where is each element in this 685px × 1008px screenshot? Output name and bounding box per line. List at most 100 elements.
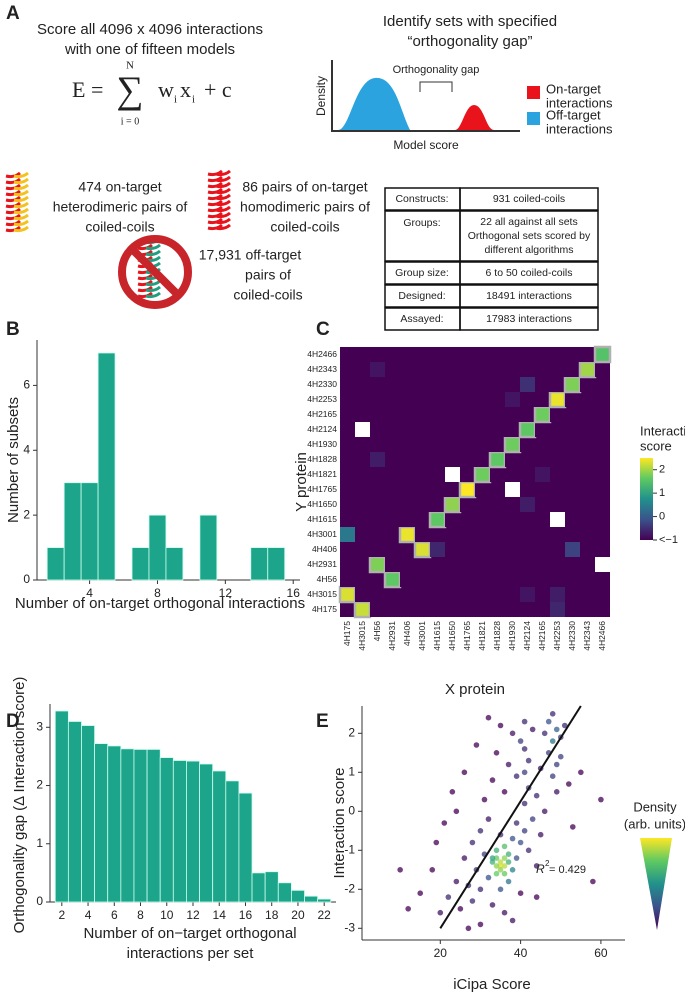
point (513, 773, 520, 779)
heatmap-cell (550, 377, 565, 392)
equation: + c (204, 77, 232, 102)
heatmap-cell (415, 452, 430, 467)
heatmap-cell (565, 527, 580, 542)
colorbar-tick-label: 1 (659, 487, 665, 499)
heatmap-cell (595, 377, 610, 392)
heatmap-cell (355, 392, 370, 407)
heatmap-cell (385, 587, 400, 602)
heatmap-cell (520, 572, 535, 587)
table-cell (459, 210, 599, 262)
heatmap-cell (565, 452, 580, 467)
point (590, 878, 596, 885)
annotation: = 0.429 (549, 864, 586, 876)
heatmap-cell (383, 570, 402, 589)
heatmap-cell (385, 512, 400, 527)
heatmap-cell (355, 362, 370, 377)
point (521, 769, 528, 776)
heatmap-cell (355, 542, 370, 557)
panel-label: E (316, 711, 329, 732)
x-tick-label: 8 (154, 586, 161, 600)
y-tick-label: -1 (344, 842, 355, 856)
heatmap-cell (505, 527, 520, 542)
heatmap-cell (445, 542, 460, 557)
point (521, 828, 528, 834)
y-tick-label: 4H3015 (307, 589, 337, 599)
heatmap-cell (580, 572, 595, 587)
x-tick-label: 20 (434, 946, 448, 960)
heatmap-cell (385, 602, 400, 617)
point (570, 824, 576, 830)
heatmap-cell (340, 467, 355, 482)
heatmap-cell (460, 557, 475, 572)
heatmap-cell (505, 347, 520, 362)
heatmap-cell (385, 452, 400, 467)
heatmap-cell (413, 540, 432, 559)
heatmap-cell (505, 542, 520, 557)
equation: N (126, 60, 134, 72)
heatmap-cell (355, 572, 370, 587)
heatmap-cell (340, 347, 355, 362)
heatmap-cell (460, 362, 475, 377)
heatmap-cell (473, 465, 492, 484)
heatmap-cell (385, 392, 400, 407)
point (533, 792, 540, 799)
heatmap-cell (595, 512, 610, 527)
heatmap-cell (490, 587, 505, 602)
heatmap-cell (565, 362, 580, 377)
heatmap-cell (550, 452, 565, 467)
y-tick-label: 4H175 (312, 604, 337, 614)
heatmap-cell (595, 587, 610, 602)
heatmap-cell (460, 497, 475, 512)
bar (46, 547, 65, 581)
note: 86 pairs of on-target (242, 179, 367, 195)
bar (172, 760, 187, 903)
heatmap-cell (415, 482, 430, 497)
heatmap-cell (340, 557, 355, 572)
heatmap-cell (505, 377, 520, 392)
heatmap-cell (340, 392, 355, 407)
colorbar-tick-label: <−1 (659, 534, 678, 546)
heatmap-cell (445, 467, 460, 482)
heatmap-cell (475, 527, 490, 542)
point (513, 820, 520, 826)
heatmap-cell (385, 347, 400, 362)
gap-label: Orthogonality gap (393, 64, 480, 76)
heatmap-cell (370, 602, 385, 617)
colorbar-title: Interaction (640, 423, 685, 438)
panel-label: C (316, 319, 330, 340)
heatmap-cell (595, 542, 610, 557)
heatmap-cell (430, 542, 445, 557)
heatmap-cell (520, 467, 535, 482)
heatmap-cell (385, 437, 400, 452)
heatmap-cell (520, 512, 535, 527)
heatmap-cell (415, 512, 430, 527)
heatmap-cell (490, 347, 505, 362)
heatmap-cell (430, 602, 445, 617)
heatmap-cell (490, 482, 505, 497)
heatmap-cell (430, 407, 445, 422)
table-label: Constructs: (395, 193, 448, 205)
heatmap-cell (563, 375, 582, 394)
heatmap-cell (370, 572, 385, 587)
point (517, 839, 524, 846)
table-value: 6 to 50 coiled-coils (486, 267, 573, 279)
heatmap-cell (340, 407, 355, 422)
title: Score all 4096 x 4096 interactions (37, 21, 263, 38)
heatmap-cell (370, 377, 385, 392)
heatmap-cell (385, 557, 400, 572)
heatmap-cell (520, 437, 535, 452)
heatmap-cell (430, 482, 445, 497)
on-target-curve (455, 105, 494, 130)
heatmap-cell (430, 452, 445, 467)
y-tick-label: 3 (36, 719, 43, 733)
heatmap-cell (490, 377, 505, 392)
heatmap-cell (535, 587, 550, 602)
heatmap-cell (535, 452, 550, 467)
y-tick-label: 0 (23, 572, 30, 586)
point (537, 831, 544, 838)
y-axis-title: Y protein (293, 452, 310, 512)
heatmap-cell (565, 587, 580, 602)
axis-title: Model score (393, 138, 459, 152)
heatmap-cell (430, 362, 445, 377)
heatmap-cell (340, 362, 355, 377)
